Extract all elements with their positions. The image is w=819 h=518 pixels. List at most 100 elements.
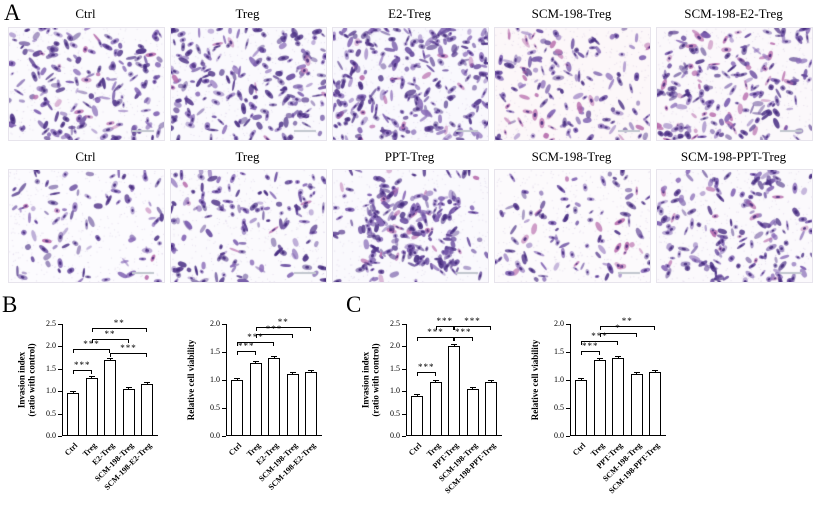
y-tick-label: 1.5 bbox=[390, 363, 400, 373]
y-tick-label: 0.5 bbox=[210, 403, 220, 412]
bar-e2-treg bbox=[104, 359, 116, 436]
error-bar-stem bbox=[236, 378, 238, 380]
error-bar-cap bbox=[469, 386, 476, 388]
micro-image-treg bbox=[170, 169, 327, 283]
error-bar-cap bbox=[596, 358, 603, 360]
micro-image-scm-198-treg bbox=[494, 169, 651, 283]
bar-ctrl bbox=[231, 380, 243, 436]
significance-bracket bbox=[255, 334, 293, 339]
significance-bracket bbox=[237, 341, 274, 346]
bar-scm-198-e2-treg bbox=[305, 371, 317, 436]
y-tick-label: 1.0 bbox=[210, 375, 220, 384]
micro-label-scm-198-e2-treg: SCM-198-E2-Treg bbox=[684, 6, 783, 21]
significance-label: *** bbox=[455, 327, 472, 338]
error-bar-stem bbox=[636, 372, 637, 375]
micro-image-ctrl bbox=[8, 27, 165, 141]
significance-bracket bbox=[417, 372, 436, 377]
micro-label-treg: Treg bbox=[235, 6, 260, 21]
error-bar-stem bbox=[273, 355, 275, 358]
bar-scm-198-treg bbox=[466, 388, 479, 436]
significance-bracket bbox=[435, 326, 454, 331]
y-tick bbox=[566, 352, 570, 353]
significance-bracket bbox=[91, 339, 129, 344]
micro-label-treg: Treg bbox=[235, 149, 260, 164]
micro-image-ppt-treg bbox=[332, 169, 489, 283]
y-tick-label: 1.0 bbox=[554, 375, 564, 384]
error-bar-stem bbox=[310, 369, 312, 372]
micro-label-scm-198-ppt-treg: SCM-198-PPT-Treg bbox=[680, 149, 787, 164]
significance-label: *** bbox=[120, 342, 137, 353]
micro-image-treg bbox=[170, 27, 327, 141]
error-bar-stem bbox=[109, 357, 111, 360]
error-bar-cap bbox=[578, 378, 584, 379]
y-tick bbox=[402, 346, 406, 348]
significance-label: ** bbox=[277, 316, 289, 327]
error-bar-cap bbox=[451, 344, 457, 346]
significance-bracket bbox=[581, 350, 600, 355]
y-tick-label: 1.5 bbox=[46, 363, 56, 373]
y-tick-label: 0.5 bbox=[46, 408, 56, 418]
bar-scm-198-ppt-treg bbox=[485, 382, 497, 436]
significance-bracket bbox=[599, 332, 637, 337]
y-tick-label: 1.5 bbox=[554, 347, 564, 356]
micro-image-e2-treg bbox=[332, 27, 489, 141]
significance-bracket bbox=[417, 337, 454, 342]
y-tick bbox=[402, 391, 406, 393]
significance-bracket bbox=[454, 326, 491, 331]
error-bar-cap bbox=[88, 375, 95, 377]
error-bar-stem bbox=[72, 391, 74, 394]
y-tick-label: 2.0 bbox=[210, 319, 220, 328]
y-tick-label: 1.0 bbox=[46, 386, 56, 396]
y-tick-label: 0.0 bbox=[390, 431, 400, 440]
error-bar-cap bbox=[652, 369, 658, 371]
y-tick bbox=[566, 436, 570, 437]
error-bar-cap bbox=[144, 382, 150, 384]
micro-image-scm-198-e2-treg bbox=[656, 27, 813, 141]
significance-label: *** bbox=[74, 359, 91, 370]
y-tick bbox=[222, 408, 226, 409]
panel-a-label: A bbox=[4, 0, 21, 25]
error-bar-cap bbox=[615, 355, 621, 357]
panel-b-label: B bbox=[2, 292, 18, 317]
significance-bracket bbox=[110, 352, 147, 357]
y-tick bbox=[402, 436, 406, 437]
error-bar-stem bbox=[91, 375, 92, 378]
y-tick bbox=[222, 352, 226, 353]
y-tick-label: 2.5 bbox=[390, 319, 400, 328]
error-bar-stem bbox=[146, 382, 148, 385]
bar-scm-198-e2-treg bbox=[141, 384, 153, 436]
y-tick bbox=[402, 324, 406, 325]
y-tick bbox=[222, 324, 226, 325]
micro-image-scm-198-ppt-treg bbox=[656, 169, 813, 283]
y-tick bbox=[402, 368, 406, 370]
y-tick-label: 2.0 bbox=[46, 341, 56, 351]
y-axis-title: Relative cell viability bbox=[185, 339, 196, 421]
error-bar-cap bbox=[252, 361, 259, 363]
error-bar-cap bbox=[125, 386, 132, 388]
error-bar-stem bbox=[599, 358, 600, 361]
y-axis-title: Relative cell viability bbox=[529, 339, 540, 421]
significance-label: *** bbox=[418, 362, 435, 373]
significance-label: * bbox=[615, 322, 621, 333]
y-tick-label: 0.0 bbox=[554, 431, 564, 440]
y-tick-label: 2.5 bbox=[46, 319, 56, 328]
error-bar-cap bbox=[308, 369, 314, 371]
error-bar-cap bbox=[70, 391, 76, 393]
y-tick bbox=[58, 324, 62, 325]
significance-label: *** bbox=[247, 331, 264, 342]
significance-bracket bbox=[454, 337, 473, 342]
error-bar-stem bbox=[292, 372, 293, 375]
significance-label: *** bbox=[436, 316, 453, 327]
y-tick bbox=[58, 368, 62, 370]
significance-bracket bbox=[237, 350, 256, 355]
significance-bracket bbox=[91, 328, 147, 333]
error-bar-cap bbox=[289, 372, 296, 374]
significance-label: ** bbox=[113, 318, 125, 329]
bar-e2-treg bbox=[268, 357, 280, 436]
micro-label-e2-treg: E2-Treg bbox=[388, 6, 431, 21]
significance-bracket bbox=[73, 369, 92, 374]
bar-scm-198-treg bbox=[286, 374, 299, 436]
error-bar-stem bbox=[128, 386, 129, 389]
bar-treg bbox=[593, 360, 606, 436]
y-tick bbox=[566, 408, 570, 409]
